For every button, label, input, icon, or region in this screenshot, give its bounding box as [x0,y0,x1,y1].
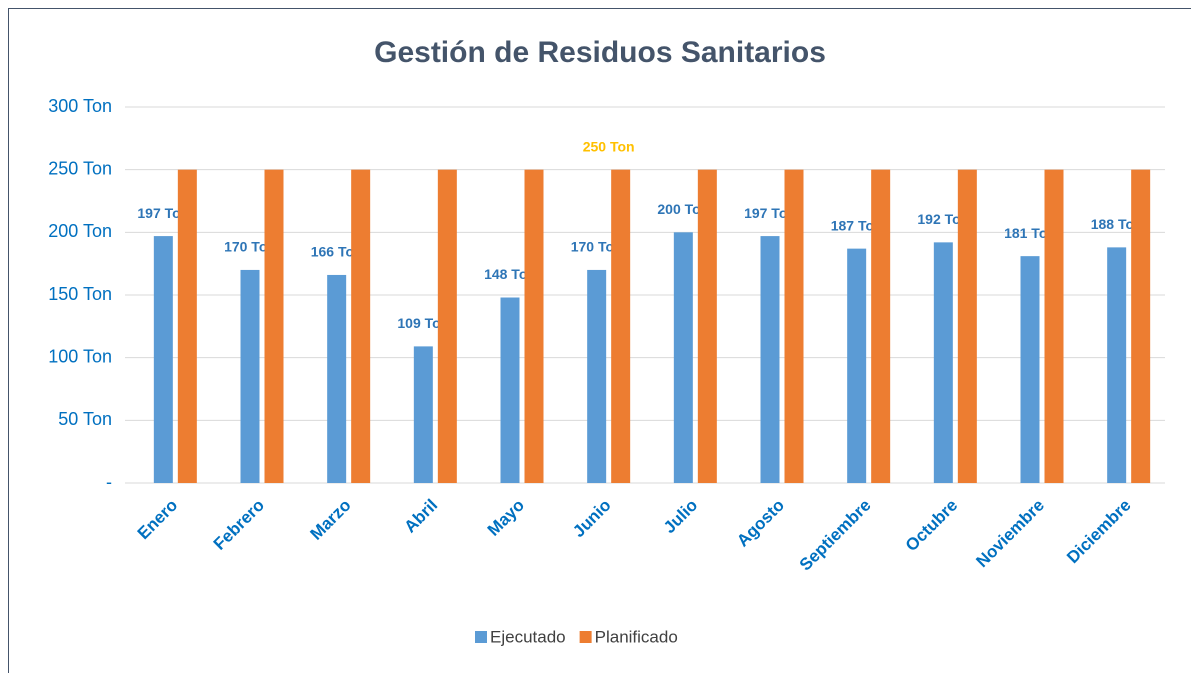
bar [413,346,433,483]
y-tick-label: 300 Ton [48,96,112,116]
data-label: 148 Ton [484,266,536,282]
bar [351,169,371,483]
y-tick-label: 250 Ton [48,158,112,178]
bar [1044,169,1064,483]
x-tick-label: Septiembre [796,496,875,575]
bar [957,169,977,483]
data-label: 192 Ton [917,211,969,227]
data-label: 188 Ton [1091,216,1143,232]
data-label: 170 Ton [224,239,276,255]
bar [524,169,544,483]
bar [264,169,284,483]
bar [240,269,260,483]
data-label: 166 Ton [311,244,363,260]
bar [587,269,607,483]
chart-title: Gestión de Residuos Sanitarios [374,36,826,69]
bar [847,248,867,483]
x-tick-label: Febrero [210,496,268,554]
data-label: 197 Ton [137,205,189,221]
x-tick-label: Enero [134,496,182,544]
bar [697,169,717,483]
bar [673,232,693,483]
bar [871,169,891,483]
legend-swatch [579,631,592,643]
y-tick-label: 50 Ton [58,409,112,429]
bar [760,236,780,483]
x-tick-label: Julio [660,496,701,537]
frame [8,8,1191,673]
x-tick-label: Octubre [902,496,962,556]
x-tick-label: Noviembre [972,496,1048,572]
y-tick-label: 100 Ton [48,346,112,366]
x-tick-label: Abril [401,496,442,537]
bar [933,242,953,483]
bar [1131,169,1151,483]
y-tick-label: 150 Ton [48,284,112,304]
bar [1020,256,1040,483]
y-tick-label: 200 Ton [48,221,112,241]
bar [327,274,347,483]
bar [153,236,173,483]
bar [437,169,457,483]
bar [611,169,631,483]
data-label: 197 Ton [744,205,796,221]
data-label: 109 Ton [397,315,449,331]
x-tick-label: Agosto [733,496,788,551]
y-tick-label: - [106,472,112,492]
bar [177,169,197,483]
x-tick-label: Diciembre [1063,496,1135,568]
data-label: 181 Ton [1004,225,1056,241]
bar [500,297,520,483]
bar [784,169,804,483]
x-tick-label: Marzo [306,496,354,544]
data-label: 250 Ton [583,138,635,154]
bar [1107,247,1127,483]
data-label: 200 Ton [657,201,709,217]
x-tick-label: Junio [569,496,614,541]
legend-label: Planificado [595,627,678,646]
legend-swatch [475,631,487,643]
legend-label: Ejecutado [490,627,566,646]
data-label: 170 Ton [571,239,623,255]
x-tick-label: Mayo [484,496,528,540]
data-label: 187 Ton [831,217,883,233]
